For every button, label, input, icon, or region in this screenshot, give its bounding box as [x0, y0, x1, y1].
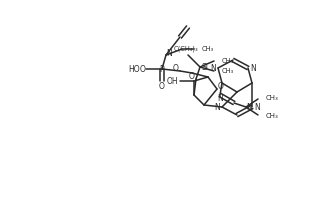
Text: O: O — [140, 64, 146, 73]
Text: CH₃: CH₃ — [202, 46, 214, 52]
Text: N: N — [217, 94, 223, 102]
Text: HO: HO — [128, 64, 140, 73]
Text: O: O — [218, 82, 224, 90]
Text: CH₃: CH₃ — [222, 58, 234, 64]
Text: N: N — [246, 102, 252, 112]
Text: C(CH₃)₃: C(CH₃)₃ — [174, 46, 198, 52]
Text: N: N — [254, 102, 260, 112]
Text: Si: Si — [201, 62, 209, 72]
Text: N: N — [250, 63, 256, 72]
Text: O: O — [173, 63, 179, 72]
Text: CH₃: CH₃ — [266, 113, 279, 119]
Text: O: O — [189, 72, 195, 81]
Text: CH₃: CH₃ — [266, 95, 279, 101]
Text: P: P — [160, 64, 164, 73]
Text: O: O — [159, 82, 165, 90]
Text: CH₃: CH₃ — [222, 68, 234, 74]
Text: OH: OH — [166, 76, 178, 85]
Text: N: N — [166, 48, 172, 58]
Text: N: N — [214, 102, 220, 112]
Text: N: N — [210, 63, 216, 72]
